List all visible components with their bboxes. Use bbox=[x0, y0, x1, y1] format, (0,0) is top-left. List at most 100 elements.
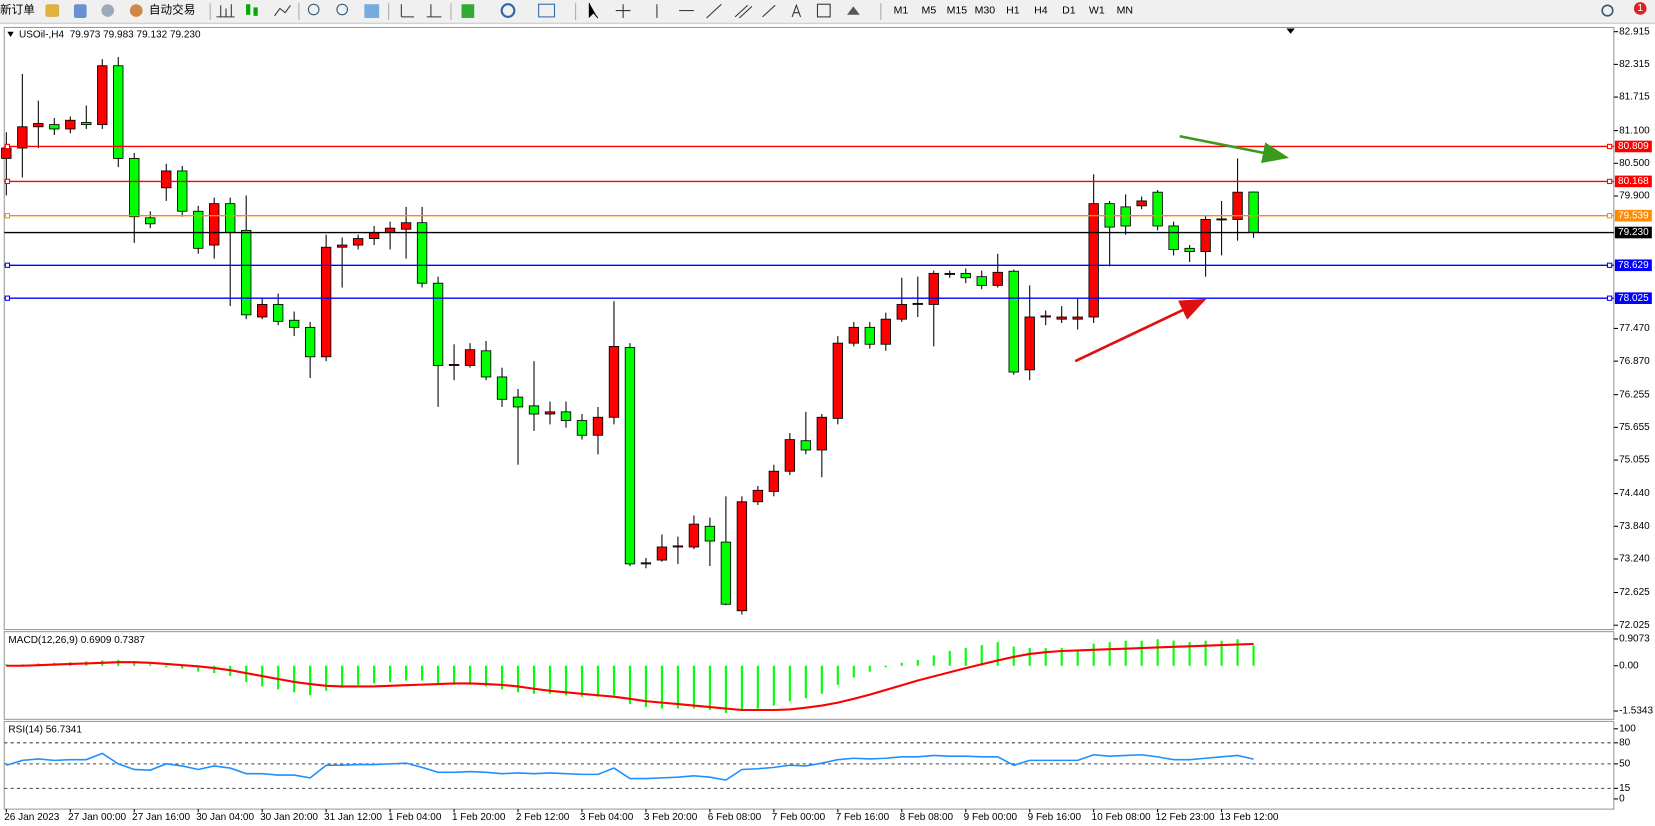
candle-body bbox=[768, 470, 780, 492]
candle-body bbox=[400, 222, 412, 230]
candle-body bbox=[464, 349, 476, 366]
shift-marker bbox=[1286, 28, 1295, 34]
candle-body bbox=[864, 326, 875, 345]
candle-body bbox=[960, 272, 971, 279]
candle-body bbox=[33, 123, 44, 128]
price-label-bg bbox=[1614, 175, 1652, 188]
x-tick-label: 1 Feb 20:00 bbox=[452, 812, 506, 823]
candle-body bbox=[528, 405, 540, 415]
line-handle bbox=[4, 143, 11, 150]
x-tick-label: 1 Feb 04:00 bbox=[388, 812, 442, 823]
toolbar: 新订单 自动交易 1 M1 M5 M15 M30 H1 H4 D1 W1 MN bbox=[0, 0, 1655, 24]
notification-badge[interactable] bbox=[1633, 2, 1647, 15]
timeframe-button[interactable]: H4 bbox=[1034, 4, 1048, 16]
bar-chart-icon[interactable] bbox=[216, 4, 235, 18]
icon[interactable] bbox=[73, 4, 87, 18]
candle-body bbox=[736, 501, 748, 612]
pane-menu[interactable] bbox=[7, 31, 14, 37]
candle-body bbox=[752, 489, 764, 503]
timeframe-button[interactable]: M1 bbox=[894, 4, 909, 16]
timeframe-button[interactable]: D1 bbox=[1062, 4, 1076, 16]
trendline-icon[interactable] bbox=[706, 3, 722, 19]
x-tick-label: 3 Feb 04:00 bbox=[580, 812, 634, 823]
candle-body bbox=[161, 170, 172, 189]
candle-body bbox=[560, 411, 572, 421]
shapes-icon[interactable] bbox=[847, 6, 860, 15]
pane-subtitle: 79.973 79.983 79.132 79.230 bbox=[70, 30, 201, 41]
x-tick-label: 9 Feb 16:00 bbox=[1028, 812, 1082, 823]
auto-trading-icon[interactable] bbox=[129, 4, 143, 17]
templates-icon[interactable] bbox=[538, 3, 556, 18]
icon[interactable] bbox=[101, 4, 115, 17]
price-label-bg bbox=[1614, 226, 1652, 239]
candle-body bbox=[1168, 225, 1179, 250]
candle-body bbox=[800, 440, 812, 451]
candle-body bbox=[113, 65, 124, 159]
text-icon[interactable] bbox=[791, 3, 802, 18]
crosshair-icon[interactable] bbox=[615, 4, 631, 18]
fibo-icon[interactable] bbox=[762, 4, 776, 18]
timeframe-button[interactable]: H1 bbox=[1006, 4, 1020, 16]
line-handle bbox=[1606, 262, 1613, 268]
zoom-out-icon[interactable] bbox=[336, 3, 349, 16]
candle-body bbox=[288, 319, 300, 328]
candle-body bbox=[592, 416, 604, 436]
candle-body bbox=[992, 271, 1003, 286]
tile-icon[interactable] bbox=[364, 4, 380, 18]
zoom-in-icon[interactable] bbox=[307, 3, 320, 16]
candle-body bbox=[544, 411, 556, 415]
y-tick-label: 73.840 bbox=[1619, 521, 1650, 532]
y-tick-label: 82.315 bbox=[1619, 59, 1650, 70]
search-icon[interactable] bbox=[1601, 4, 1614, 17]
auto-trading-button[interactable]: 自动交易 bbox=[149, 3, 195, 17]
periods-icon[interactable] bbox=[500, 3, 516, 18]
x-tick-label: 10 Feb 08:00 bbox=[1092, 812, 1151, 823]
timeframe-button[interactable]: M30 bbox=[975, 4, 996, 16]
y-tick-label: 0.9073 bbox=[1619, 634, 1650, 645]
candle-body bbox=[576, 420, 588, 436]
candle-body bbox=[129, 157, 140, 218]
line-handle bbox=[4, 295, 11, 301]
timeframe-button[interactable]: M15 bbox=[947, 4, 968, 16]
candle-body bbox=[49, 124, 60, 130]
icon[interactable] bbox=[45, 4, 60, 17]
drawn-arrow bbox=[1179, 134, 1289, 164]
timeframe-button[interactable]: W1 bbox=[1089, 4, 1105, 16]
signal-line bbox=[6, 642, 1254, 712]
candle-body bbox=[1088, 203, 1099, 318]
candle-body bbox=[193, 210, 204, 249]
x-tick-label: 7 Feb 16:00 bbox=[836, 812, 890, 823]
candle-icon[interactable] bbox=[246, 4, 251, 15]
candle-body bbox=[1248, 191, 1259, 233]
new-order-button[interactable]: 新订单 bbox=[0, 3, 35, 17]
timeframe-button[interactable]: MN bbox=[1117, 4, 1133, 16]
label-icon[interactable] bbox=[816, 3, 831, 18]
candle-body bbox=[1136, 200, 1147, 207]
candle-body bbox=[225, 203, 236, 233]
timeframe-button[interactable]: M5 bbox=[922, 4, 937, 16]
candle-body bbox=[608, 346, 620, 418]
y-tick-label: 50 bbox=[1619, 759, 1631, 770]
pane-title: RSI(14) 56.7341 bbox=[8, 725, 82, 736]
cursor-icon[interactable] bbox=[588, 3, 599, 19]
channel-icon[interactable] bbox=[734, 4, 753, 19]
candle-body bbox=[624, 347, 636, 565]
indicators-icon[interactable] bbox=[461, 4, 475, 18]
y-tick-label: 81.715 bbox=[1619, 92, 1650, 103]
y-tick-label: 80 bbox=[1619, 737, 1631, 748]
line-chart-icon[interactable] bbox=[274, 4, 291, 17]
x-tick-label: 30 Jan 20:00 bbox=[260, 812, 318, 823]
candle-body bbox=[1056, 316, 1067, 320]
pane-title: USOil-,H4 bbox=[19, 30, 65, 41]
y-tick-label: 82.915 bbox=[1619, 26, 1650, 37]
shift-icon[interactable] bbox=[426, 4, 442, 18]
candle-icon[interactable] bbox=[253, 7, 258, 16]
autoscroll-icon[interactable] bbox=[400, 4, 415, 18]
y-tick-label: 81.100 bbox=[1619, 125, 1650, 136]
candle-body bbox=[1184, 247, 1195, 253]
candle-body bbox=[832, 342, 844, 419]
candle-body bbox=[480, 350, 492, 378]
candle-body bbox=[880, 318, 891, 345]
candle-body bbox=[1024, 316, 1035, 371]
